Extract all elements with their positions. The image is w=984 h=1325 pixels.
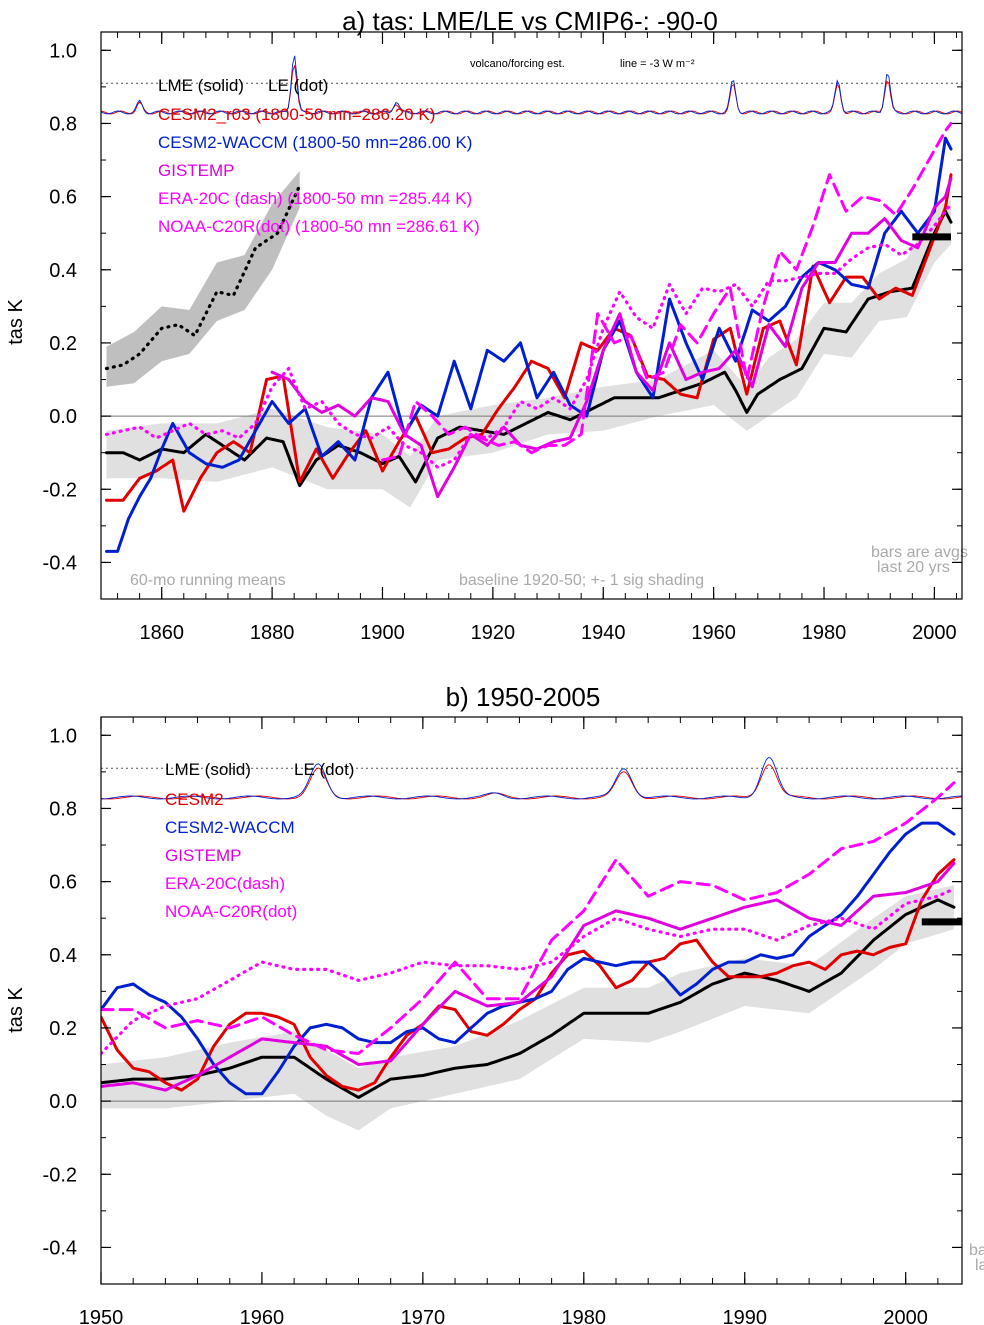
series-line-era-20c-b xyxy=(101,781,956,1055)
panel-b-title: b) 1950-2005 xyxy=(446,682,601,712)
panel-b-legend-le: LE (dot) xyxy=(294,760,354,779)
panel-a-legend-era20c: ERA-20C (dash) (1800-50 mn =285.44 K) xyxy=(158,189,472,208)
plot-area-b xyxy=(101,757,962,1131)
panel-b-legend-waccm: CESM2-WACCM xyxy=(165,818,295,837)
ytick-label: 0.6 xyxy=(49,187,77,209)
panel-a-note-bars: bars are avgs xyxy=(871,544,968,561)
ytick-label: 0.0 xyxy=(49,1091,77,1113)
plot-area-a xyxy=(101,55,962,553)
xtick-label: 1960 xyxy=(691,622,736,644)
ytick-label: 0.4 xyxy=(49,945,77,967)
series-line-lme-mean-a xyxy=(105,209,953,488)
panel-a-note-running-means: 60-mo running means xyxy=(130,572,286,589)
xtick-label: 1950 xyxy=(79,1307,124,1325)
volcano-forcing-trace-blue xyxy=(101,757,962,800)
panel-a-legend-cesm2: CESM2_r03 (1800-50 mn=286.20 K) xyxy=(158,105,435,124)
ytick-label: 0.0 xyxy=(49,406,77,428)
panel-b-legend-cesm2: CESM2 xyxy=(165,790,224,809)
xtick-label: 1900 xyxy=(360,622,405,644)
series-line-noaa-c20r-a xyxy=(104,202,953,469)
ytick-label: -0.2 xyxy=(43,479,77,501)
volcano-forcing-trace-red xyxy=(101,65,962,115)
panel-a: a) tas: LME/LE vs CMIP6-: -90-0 tas K vo… xyxy=(5,6,968,644)
ytick-label: 0.2 xyxy=(49,333,77,355)
xtick-label: 1940 xyxy=(581,622,626,644)
ytick-label: 1.0 xyxy=(49,725,77,747)
ytick-label: -0.4 xyxy=(43,552,77,574)
series-line-gistemp-a xyxy=(270,176,953,499)
xtick-label: 1970 xyxy=(401,1307,446,1325)
panel-a-line-note: line = -3 W m⁻² xyxy=(620,58,695,70)
series-line-cesm2-b xyxy=(101,858,956,1092)
panel-b-legend-era20c: ERA-20C(dash) xyxy=(165,874,285,893)
series-line-gistemp-b xyxy=(101,861,956,1092)
panel-a-legend-waccm: CESM2-WACCM (1800-50 mn=286.00 K) xyxy=(158,133,472,152)
panel-b-legend-lme: LME (solid) xyxy=(165,760,251,779)
ytick-label: 0.8 xyxy=(49,798,77,820)
panel-a-legend-le: LE (dot) xyxy=(268,76,328,95)
panel-a-legend-lme: LME (solid) xyxy=(158,76,244,95)
xtick-label: 1920 xyxy=(471,622,516,644)
ytick-label: 1.0 xyxy=(49,40,77,62)
panel-a-volcano-note: volcano/forcing est. xyxy=(470,58,565,70)
xtick-label: 1880 xyxy=(250,622,295,644)
plot-frame-b xyxy=(100,716,963,1285)
ytick-label: 0.8 xyxy=(49,113,77,135)
panel-a-title: a) tas: LME/LE vs CMIP6-: -90-0 xyxy=(342,6,718,36)
xtick-label: 1980 xyxy=(802,622,847,644)
xtick-label: 2000 xyxy=(883,1307,928,1325)
panel-a-legend-gistemp: GISTEMP xyxy=(158,161,235,180)
panel-b-ylabel: tas K xyxy=(5,987,27,1033)
series-line-cesm2-waccm-b xyxy=(101,821,956,1096)
panel-b: b) 1950-2005 tas K LME (solid) LE (dot) … xyxy=(5,682,984,1325)
ytick-label: -0.2 xyxy=(43,1164,77,1186)
xtick-label: 1860 xyxy=(139,622,184,644)
panel-a-note-last20: last 20 yrs xyxy=(877,559,950,576)
xtick-label: 1990 xyxy=(722,1307,767,1325)
panel-a-ylabel: tas K xyxy=(5,299,27,345)
panel-b-legend-noaa: NOAA-C20R(dot) xyxy=(165,902,297,921)
band-lme-spread xyxy=(106,200,951,508)
ytick-label: 0.6 xyxy=(49,872,77,894)
panel-b-note-bars-clipped: ba xyxy=(969,1242,984,1259)
band-le-spread xyxy=(106,171,300,387)
series-line-noaa-c20r-b xyxy=(101,887,956,1056)
xtick-label: 2000 xyxy=(912,622,957,644)
series-line-cesm2-waccm-a xyxy=(105,136,953,553)
series-line-lme-mean-b xyxy=(101,898,956,1099)
xtick-label: 1980 xyxy=(562,1307,607,1325)
ytick-label: -0.4 xyxy=(43,1237,77,1259)
volcano-forcing-trace-blue xyxy=(101,55,962,115)
xtick-label: 1960 xyxy=(240,1307,285,1325)
ytick-label: 0.4 xyxy=(49,260,77,282)
plot-frame-a xyxy=(100,31,963,600)
series-line-le-a xyxy=(104,184,302,371)
ytick-label: 0.2 xyxy=(49,1018,77,1040)
panel-b-legend-gistemp: GISTEMP xyxy=(165,846,242,865)
panel-a-legend-noaa: NOAA-C20R(dot) (1800-50 mn =286.61 K) xyxy=(158,217,480,236)
panel-a-note-baseline: baseline 1920-50; +- 1 sig shading xyxy=(459,572,704,589)
panel-b-note-last-clipped: la xyxy=(975,1257,984,1274)
